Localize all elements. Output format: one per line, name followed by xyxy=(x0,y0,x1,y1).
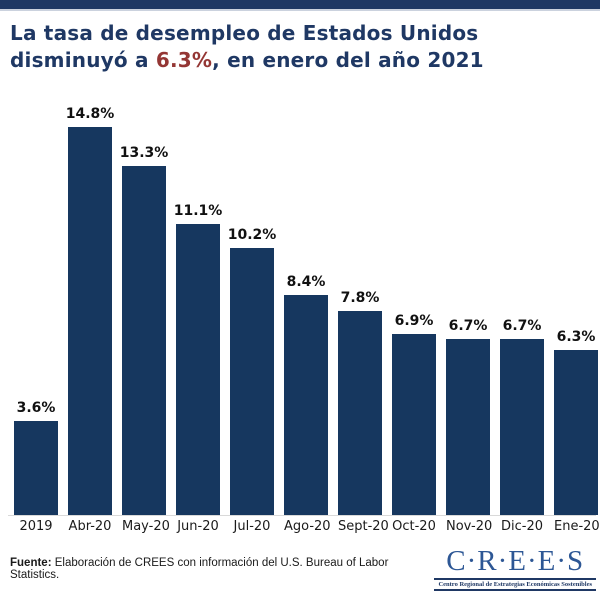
bar-column: 7.8% xyxy=(338,290,382,515)
bar-value-label: 6.7% xyxy=(502,318,542,334)
bar-column: 6.9% xyxy=(392,313,436,515)
x-axis-label: Jul-20 xyxy=(233,519,271,534)
bar-chart: 3.6% 14.8% 13.3% 11.1% 10.2% 8.4% 7.8% 6.9% 6.7%… xyxy=(14,100,598,515)
bar-value-label: 11.1% xyxy=(173,203,223,219)
bar-2019 xyxy=(14,421,58,515)
crees-logo: C·R·E·E·S Centro Regional de Estrategias… xyxy=(434,547,596,591)
x-axis-label: Ago-20 xyxy=(284,519,331,534)
bar-Abr-20 xyxy=(68,127,112,515)
crees-logo-tagline: Centro Regional de Estrategias Económica… xyxy=(434,578,596,591)
source-text: Elaboración de CREES con información del… xyxy=(10,557,389,581)
bar-value-label: 6.3% xyxy=(556,329,596,345)
chart-title: La tasa de desempleo de Estados Unidos d… xyxy=(10,20,515,74)
bar-value-label: 6.9% xyxy=(394,313,434,329)
x-axis-label: Oct-20 xyxy=(392,519,436,534)
x-axis-label: Nov-20 xyxy=(446,519,493,534)
title-highlight-value: 6.3% xyxy=(155,48,213,72)
x-axis-label: Ene-20 xyxy=(554,519,600,534)
bar-Jun-20 xyxy=(176,224,220,515)
bar-column: 3.6% xyxy=(14,400,58,515)
x-axis-label: May-20 xyxy=(122,519,170,534)
bar-column: 6.3% xyxy=(554,329,598,515)
bar-value-label: 13.3% xyxy=(119,145,169,161)
bar-column: 8.4% xyxy=(284,274,328,515)
x-axis-labels: 2019 Abr-20 May-20 Jun-20 Jul-20 Ago-20 Sept-2… xyxy=(14,519,600,534)
footer: Fuente: Elaboración de CREES con informa… xyxy=(10,544,596,594)
bar-value-label: 10.2% xyxy=(227,227,277,243)
bar-Ago-20 xyxy=(284,295,328,515)
bar-May-20 xyxy=(122,166,166,515)
bar-column: 14.8% xyxy=(65,106,115,515)
bar-value-label: 7.8% xyxy=(340,290,380,306)
title-text-after: , en enero del año 2021 xyxy=(212,48,484,72)
bar-value-label: 8.4% xyxy=(286,274,326,290)
x-axis-label: Jun-20 xyxy=(177,519,219,534)
bar-Ene-20 xyxy=(554,350,598,515)
bar-column: 11.1% xyxy=(173,203,223,515)
source-note: Fuente: Elaboración de CREES con informa… xyxy=(10,557,434,581)
bar-value-label: 6.7% xyxy=(448,318,488,334)
bar-column: 6.7% xyxy=(500,318,544,515)
crees-logo-letters: C·R·E·E·S xyxy=(446,545,585,577)
bar-column: 10.2% xyxy=(227,227,277,515)
top-accent-strip xyxy=(0,0,600,11)
bar-Nov-20 xyxy=(446,339,490,515)
title-text-before: La tasa de desempleo de Estados Unidos d… xyxy=(10,21,479,72)
bar-Dic-20 xyxy=(500,339,544,515)
bar-column: 6.7% xyxy=(446,318,490,515)
bar-value-label: 14.8% xyxy=(65,106,115,122)
x-axis-label: Sept-20 xyxy=(338,519,389,534)
x-axis-line xyxy=(8,515,596,516)
bar-Oct-20 xyxy=(392,334,436,515)
bar-Jul-20 xyxy=(230,248,274,515)
x-axis-label: Dic-20 xyxy=(500,519,543,534)
bar-Sept-20 xyxy=(338,311,382,515)
bar-value-label: 3.6% xyxy=(16,400,56,416)
bar-column: 13.3% xyxy=(119,145,169,515)
x-axis-label: Abr-20 xyxy=(68,519,112,534)
source-label: Fuente: xyxy=(10,557,52,569)
x-axis-label: 2019 xyxy=(19,519,53,534)
